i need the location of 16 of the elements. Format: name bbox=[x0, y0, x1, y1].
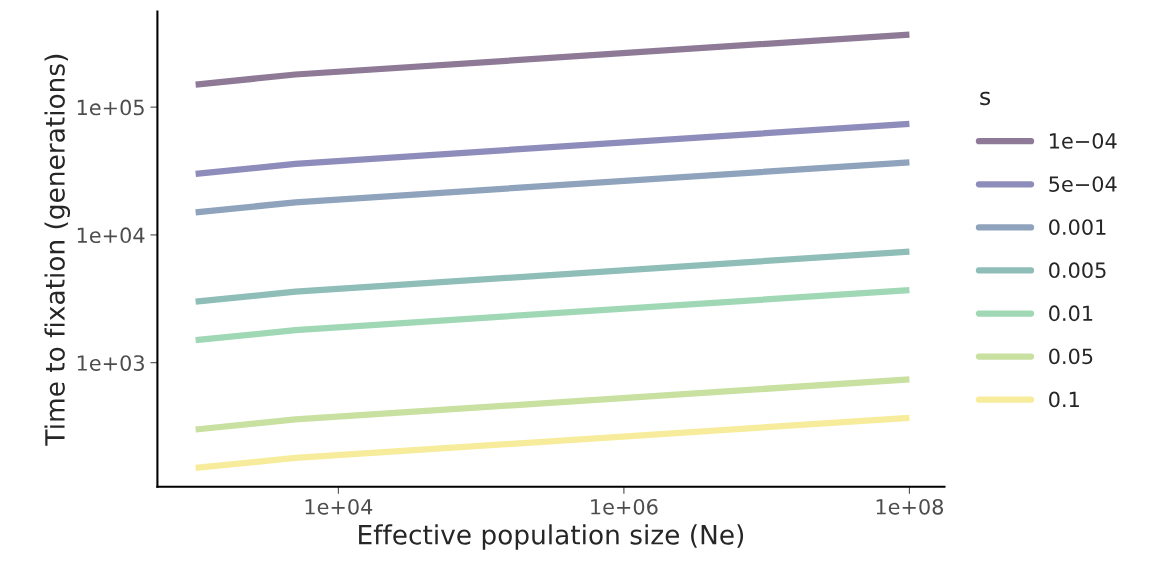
x-tick-label: 1e+06 bbox=[591, 498, 658, 515]
y-tick-label: 1e+04 bbox=[77, 227, 145, 244]
x-axis-title: Effective population size (Ne) bbox=[359, 524, 744, 550]
y-tick-label: 1e+03 bbox=[77, 355, 144, 371]
legend-label: 0.1 bbox=[1049, 391, 1079, 408]
y-tick-label: 1e+05 bbox=[77, 99, 144, 116]
legend-label: 5e−04 bbox=[1049, 176, 1117, 192]
legend-label: 1e−04 bbox=[1049, 133, 1117, 149]
legend-label: 0.01 bbox=[1049, 305, 1093, 322]
legend-title: s bbox=[980, 91, 991, 106]
legend-label: 0.05 bbox=[1049, 348, 1093, 365]
y-axis-title: Time to fixation (generations) bbox=[44, 54, 71, 446]
legend-label: 0.005 bbox=[1049, 262, 1106, 279]
x-tick-label: 1e+08 bbox=[876, 498, 943, 515]
x-tick-label: 1e+04 bbox=[305, 498, 373, 515]
legend-label: 0.001 bbox=[1049, 219, 1106, 235]
